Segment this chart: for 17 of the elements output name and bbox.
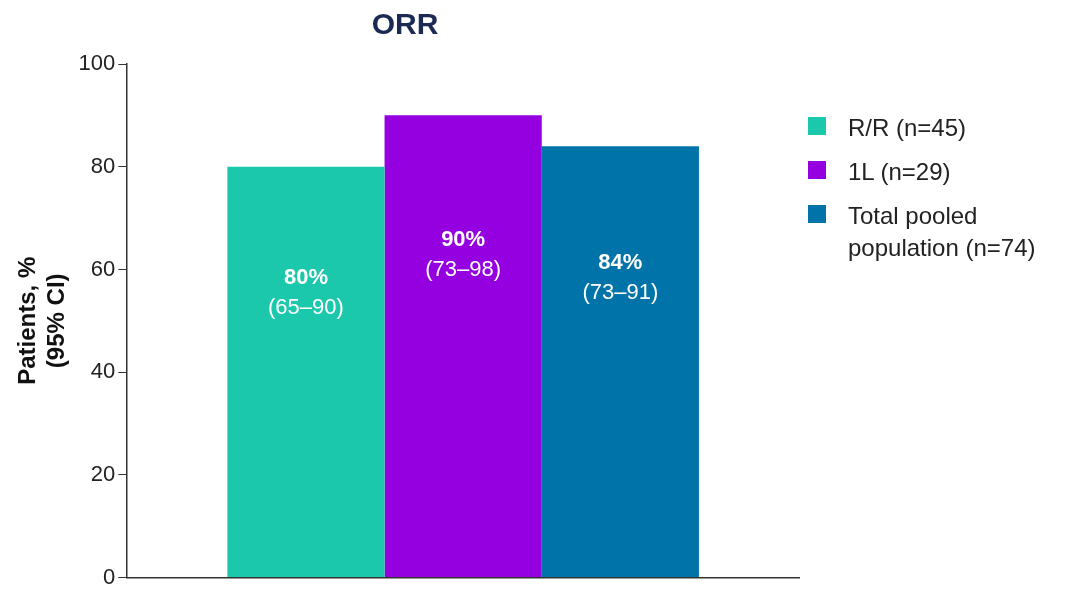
data-label: 90% (73–98) (425, 226, 502, 282)
y-tick-label: 0 (103, 563, 116, 589)
bar (541, 146, 699, 578)
y-tick-label: 40 (90, 358, 116, 384)
data-label: 84% (73–91) (582, 248, 659, 304)
bar (227, 166, 385, 578)
bar (384, 115, 542, 578)
y-tick-label: 60 (90, 255, 116, 281)
y-tick-label: 80 (90, 152, 116, 178)
data-label: 80% (65–90) (268, 263, 344, 319)
legend-label: R/R (n=45) (848, 113, 967, 143)
legend-label: Total pooled population (n=74) (848, 201, 1037, 263)
y-axis-title: Patients, % (95% CI) (13, 256, 69, 385)
legend-label: 1L (n=29) (848, 157, 951, 187)
chart-title: ORR (371, 7, 439, 41)
y-tick-label: 20 (90, 460, 116, 486)
y-tick-label: 100 (78, 50, 116, 76)
